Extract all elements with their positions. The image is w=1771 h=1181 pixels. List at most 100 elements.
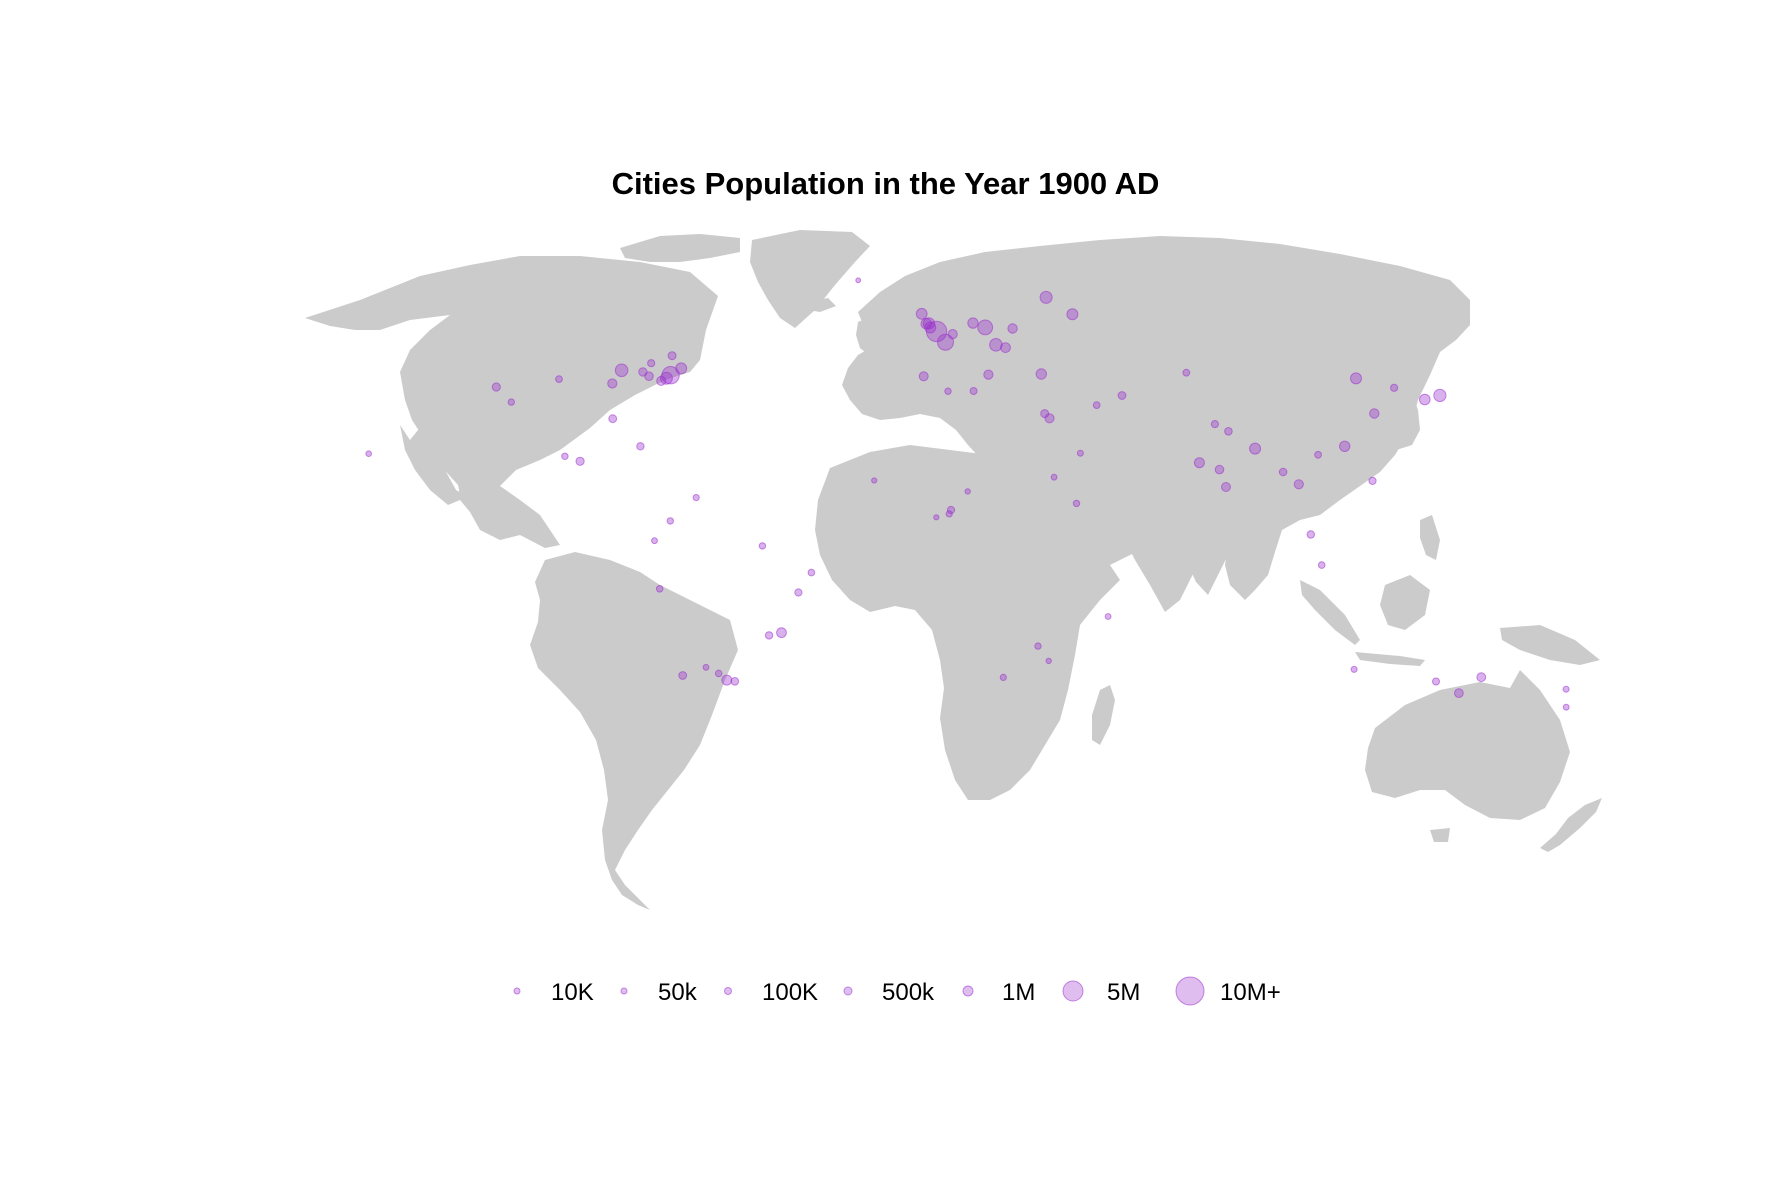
city-marker [607, 378, 618, 389]
city-marker [1433, 388, 1447, 402]
city-marker [1350, 665, 1358, 673]
city-marker [915, 307, 928, 320]
city-marker [1044, 413, 1055, 424]
city-marker [1278, 467, 1288, 477]
city-marker [636, 442, 645, 451]
city-marker [1476, 672, 1487, 683]
city-marker [1104, 613, 1112, 620]
land-layer [305, 230, 1602, 910]
legend-key-2 [724, 987, 732, 995]
city-marker [702, 663, 710, 671]
city-marker [776, 627, 787, 639]
city-marker [967, 317, 979, 329]
city-marker [989, 338, 1003, 352]
city-marker [1076, 449, 1084, 457]
city-marker [730, 677, 740, 686]
city-marker [1419, 393, 1431, 406]
legend-key-6 [1175, 976, 1205, 1006]
city-marker [855, 277, 862, 284]
city-marker [491, 382, 501, 392]
city-marker [1562, 685, 1570, 693]
city-marker [1000, 342, 1011, 354]
legend-key-3 [843, 986, 853, 996]
city-marker [871, 477, 878, 484]
city-marker [1040, 409, 1050, 419]
legend-key-5 [1062, 980, 1084, 1002]
city-marker [964, 488, 971, 495]
city-marker [1072, 499, 1081, 508]
city-marker [655, 585, 664, 593]
city-marker [1293, 479, 1304, 490]
city-marker [1390, 383, 1399, 392]
land-south-america [530, 552, 738, 910]
land-borneo [1380, 575, 1430, 630]
land-iceland [808, 298, 836, 312]
land-new-guinea [1500, 625, 1600, 665]
city-marker [983, 369, 994, 380]
city-marker [1007, 323, 1018, 334]
city-marker [918, 371, 929, 382]
city-marker [666, 517, 674, 525]
city-marker [614, 363, 629, 378]
city-marker [1314, 450, 1322, 459]
city-marker [1117, 391, 1127, 400]
city-marker [1249, 442, 1262, 455]
land-tasmania [1430, 828, 1450, 842]
city-marker [659, 371, 673, 385]
legend-label-5: 5M [1107, 979, 1140, 1006]
legend-label-4: 1M [1002, 979, 1035, 1006]
city-marker [1092, 401, 1101, 410]
legend-label-2: 100K [762, 979, 818, 1006]
city-marker [575, 456, 585, 466]
city-marker [794, 588, 803, 597]
city-marker [1306, 530, 1316, 539]
legend-label-1: 50k [658, 979, 698, 1006]
city-marker [1210, 420, 1220, 429]
city-marker [651, 537, 658, 545]
city-marker [1350, 372, 1362, 385]
city-marker [1221, 482, 1231, 492]
land-madagascar [1092, 685, 1115, 745]
city-marker [1066, 308, 1079, 321]
city-marker [661, 366, 680, 385]
city-marker [721, 674, 733, 686]
city-marker [999, 673, 1007, 682]
land-britain [856, 316, 882, 356]
land-australia [1365, 670, 1570, 820]
city-marker [946, 505, 956, 515]
city-marker [937, 333, 954, 351]
city-marker [920, 317, 933, 330]
city-marker [947, 329, 958, 340]
land-sumatra [1300, 580, 1360, 645]
city-marker [1045, 657, 1052, 665]
city-marker [638, 367, 648, 377]
city-marker [1039, 290, 1053, 304]
city-markers [365, 277, 1570, 711]
land-india [1150, 462, 1265, 595]
city-marker [977, 319, 994, 336]
land-eurasia [842, 236, 1470, 612]
chart-title: Cities Population in the Year 1900 AD [611, 166, 1160, 201]
land-philippines [1420, 515, 1440, 560]
legend-label-6: 10M+ [1220, 979, 1281, 1006]
city-marker [692, 494, 700, 502]
city-marker [555, 375, 563, 384]
city-marker [933, 514, 940, 521]
city-marker [507, 398, 515, 406]
legend-key-1 [620, 987, 628, 995]
city-marker [1454, 688, 1464, 698]
city-marker [1050, 473, 1058, 481]
city-marker [1035, 368, 1048, 380]
legend-key-0 [513, 987, 521, 995]
legend-key-4 [962, 985, 974, 997]
land-north-america [305, 256, 718, 548]
city-marker [969, 387, 978, 395]
city-marker [1214, 464, 1225, 475]
city-marker [714, 669, 723, 678]
city-marker [1339, 440, 1351, 452]
city-marker [656, 375, 667, 386]
city-marker [922, 317, 936, 330]
land-japan [1380, 392, 1420, 450]
